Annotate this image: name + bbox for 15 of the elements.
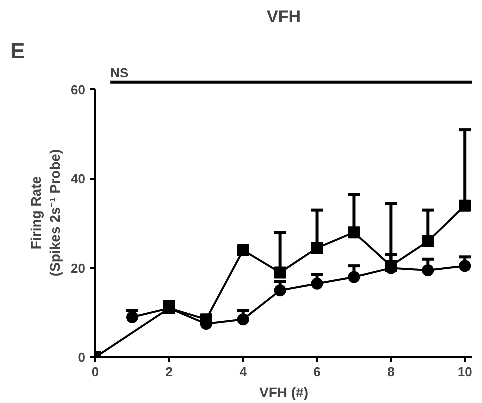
x-tick-label: 8 [388, 364, 395, 380]
y-tick-label: 40 [71, 172, 86, 187]
x-tick-label: 4 [240, 364, 248, 380]
x-tick-label: 10 [458, 364, 472, 380]
y-tick-label: 0 [78, 350, 86, 365]
y-tick-label: 60 [71, 82, 86, 98]
text: E [10, 38, 26, 64]
x-axis-title: VFH (#) [260, 384, 308, 400]
x-tick-label: 6 [314, 364, 321, 380]
x-tick-label: 2 [166, 364, 174, 380]
text: NS [110, 65, 129, 80]
chart-title: VFH [267, 8, 301, 26]
x-tick-label: 0 [92, 364, 100, 380]
y-axis-title: Firing Rate (Spikes 2s⁻¹ Probe) [28, 149, 64, 277]
y-tick-label: 20 [71, 260, 86, 276]
